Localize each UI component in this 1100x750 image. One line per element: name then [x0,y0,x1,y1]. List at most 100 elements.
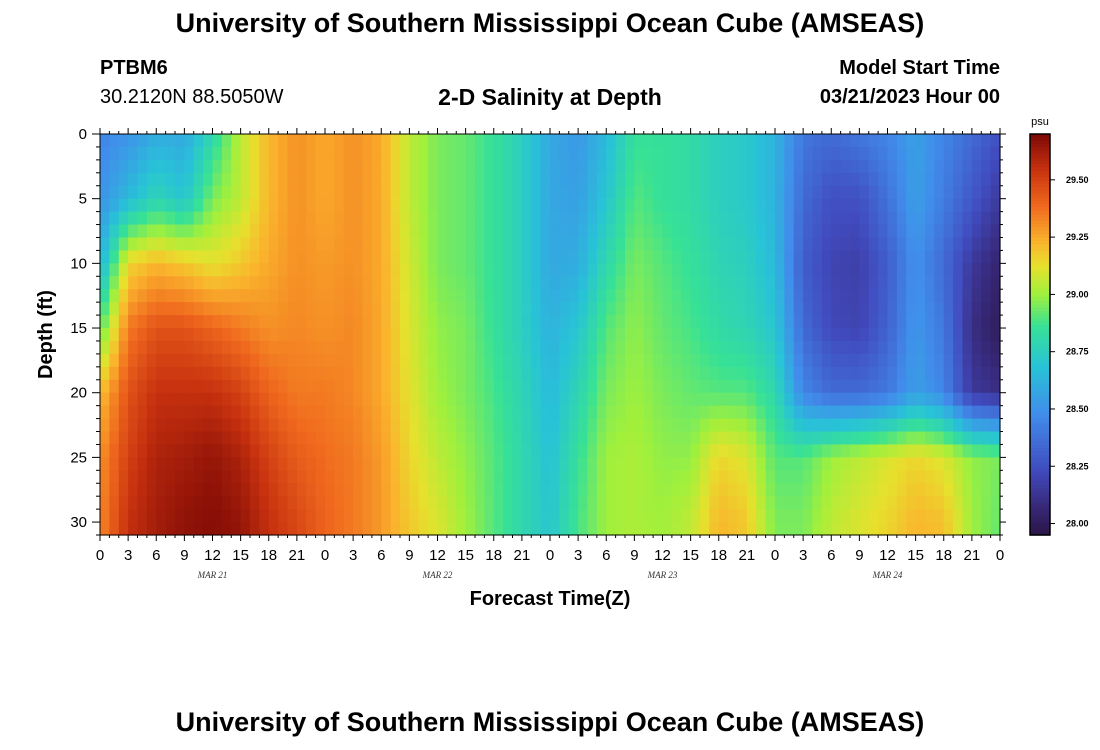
heatmap-cell [812,237,823,252]
heatmap-cell [428,159,439,174]
heatmap-cell [250,250,260,264]
heatmap-cell [353,224,364,239]
heatmap-cell [203,198,214,213]
colorbar-tick-label: 28.50 [1066,404,1089,414]
heatmap-cell [165,315,176,329]
heatmap-cell [953,146,964,161]
heatmap-cell [465,185,476,200]
heatmap-cell [793,302,804,316]
heatmap-cell [596,431,607,446]
heatmap-cell [203,366,214,381]
heatmap-cell [887,392,898,407]
heatmap-cell [428,250,439,264]
heatmap-cell [156,457,167,471]
heatmap-cell [109,328,120,342]
heatmap-cell [775,302,785,316]
heatmap-cell [578,522,589,536]
heatmap-cell [662,315,673,329]
heatmap-cell [156,431,167,446]
heatmap-cell [128,522,139,536]
heatmap-cell [981,483,992,497]
heatmap-cell [381,146,392,161]
heatmap-cell [643,379,654,394]
heatmap-cell [484,405,495,420]
heatmap-cell [953,457,964,471]
heatmap-cell [409,328,420,342]
heatmap-cell [737,276,748,290]
heatmap-cell [915,134,926,148]
heatmap-cell [596,418,607,433]
heatmap-cell [137,470,148,484]
heatmap-cell [568,457,579,471]
heatmap-cell [587,185,598,200]
heatmap-cell [268,457,279,471]
heatmap-cell [390,276,401,290]
heatmap-cell [568,302,579,316]
heatmap-cell [634,263,645,277]
x-tick-label: 12 [204,547,221,564]
colorbar-segment [1030,314,1050,319]
heatmap-cell [559,522,570,536]
heatmap-cell [296,289,307,303]
heatmap-cell [175,379,185,394]
heatmap-cell [203,509,214,523]
heatmap-cell [493,185,504,200]
heatmap-cell [446,379,457,394]
heatmap-cell [118,263,129,277]
heatmap-cell [203,431,214,446]
heatmap-cell [925,211,935,226]
heatmap-cell [737,405,748,420]
heatmap-cell [821,340,832,355]
heatmap-cell [250,198,260,213]
heatmap-cell [193,159,204,174]
heatmap-cell [118,418,129,433]
heatmap-cell [756,224,767,239]
heatmap-cell [193,134,204,148]
heatmap-cell [428,431,439,446]
heatmap-cell [868,470,879,484]
heatmap-cell [550,431,560,446]
heatmap-cell [653,328,664,342]
heatmap-cell [231,496,242,510]
heatmap-cell [962,457,973,471]
heatmap-cell [512,496,523,510]
heatmap-cell [681,276,692,290]
heatmap-cell [943,379,954,394]
heatmap-cell [287,185,298,200]
heatmap-cell [193,418,204,433]
heatmap-cell [118,224,129,239]
heatmap-cell [250,159,260,174]
heatmap-cell [606,263,617,277]
heatmap-cell [971,224,982,239]
heatmap-cell [156,250,167,264]
heatmap-cell [925,483,935,497]
heatmap-cell [250,483,260,497]
heatmap-cell [915,159,926,174]
heatmap-cell [821,224,832,239]
heatmap-cell [231,172,242,187]
heatmap-cell [831,185,842,200]
heatmap-cell [146,263,157,277]
heatmap-cell [840,366,851,381]
heatmap-cell [390,134,401,148]
heatmap-cell [878,483,889,497]
heatmap-cell [390,146,401,161]
heatmap-cell [343,198,354,213]
heatmap-cell [718,405,729,420]
heatmap-cell [634,315,645,329]
heatmap-cell [690,237,701,252]
heatmap-cell [250,134,260,148]
heatmap-cell [662,172,673,187]
heatmap-cell [118,457,129,471]
heatmap-cell [681,263,692,277]
heatmap-cell [381,328,392,342]
heatmap-cell [156,198,167,213]
heatmap-cell [587,302,598,316]
heatmap-cell [981,250,992,264]
heatmap-cell [456,159,467,174]
heatmap-cell [587,289,598,303]
heatmap-cell [334,392,345,407]
heatmap-cell [596,289,607,303]
heatmap-cell [193,444,204,458]
heatmap-cell [906,172,917,187]
